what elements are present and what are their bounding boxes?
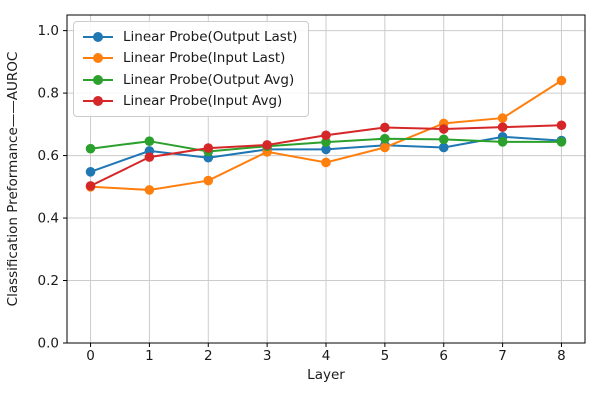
data-point-marker xyxy=(438,142,449,153)
data-point-marker xyxy=(144,185,155,195)
data-point-marker xyxy=(203,175,214,186)
data-point-marker xyxy=(438,124,449,134)
data-point-marker xyxy=(144,152,155,162)
data-point-marker xyxy=(497,137,508,147)
legend-line-marker-sample xyxy=(83,96,113,107)
data-point-marker xyxy=(85,143,96,154)
y-tick-label: 0.6 xyxy=(38,148,59,164)
y-tick-label: 0.2 xyxy=(38,273,59,289)
y-tick-label: 1.0 xyxy=(38,23,59,39)
y-tick-label: 0.0 xyxy=(38,336,59,352)
legend-line-marker-sample xyxy=(83,53,113,64)
data-point-marker xyxy=(380,142,390,153)
legend-line-marker-sample xyxy=(83,31,113,42)
x-tick-label: 6 xyxy=(439,348,448,364)
legend-item: Linear Probe(Output Avg) xyxy=(82,69,300,91)
x-tick-label: 2 xyxy=(204,348,213,364)
data-point-marker xyxy=(497,122,508,132)
x-axis-label: Layer xyxy=(307,367,345,383)
data-point-marker xyxy=(438,134,449,145)
data-point-marker xyxy=(321,137,331,147)
legend-label: Linear Probe(Input Last) xyxy=(123,50,286,67)
data-point-marker xyxy=(380,122,390,133)
legend-item: Linear Probe(Output Last) xyxy=(82,26,300,48)
y-axis-label: Classification Preformance——AUROC xyxy=(5,51,21,307)
legend-label: Linear Probe(Input Avg) xyxy=(123,93,283,110)
data-point-marker xyxy=(321,144,331,155)
data-point-marker xyxy=(497,113,508,123)
x-tick-label: 5 xyxy=(381,348,390,364)
data-point-marker xyxy=(556,75,567,86)
x-tick-label: 1 xyxy=(145,348,154,364)
legend-line-marker-sample xyxy=(83,74,113,85)
data-point-marker xyxy=(556,120,567,131)
data-point-marker xyxy=(262,140,272,150)
legend-item: Linear Probe(Input Last) xyxy=(82,48,300,70)
axes-spines xyxy=(66,14,586,344)
legend-label: Linear Probe(Output Last) xyxy=(123,28,298,45)
legend-label: Linear Probe(Output Avg) xyxy=(123,71,295,88)
legend-item: Linear Probe(Input Avg) xyxy=(82,91,300,113)
x-tick-label: 7 xyxy=(498,348,507,364)
data-point-marker xyxy=(203,143,214,153)
data-point-marker xyxy=(321,157,331,168)
y-tick-label: 0.4 xyxy=(38,211,59,227)
x-tick-label: 4 xyxy=(322,348,331,364)
x-tick-label: 3 xyxy=(263,348,272,364)
data-point-marker xyxy=(85,181,96,191)
data-point-marker xyxy=(556,137,567,147)
data-point-marker xyxy=(380,133,390,144)
x-tick-label: 8 xyxy=(557,348,566,364)
y-tick-label: 0.8 xyxy=(38,86,59,102)
data-point-marker xyxy=(144,136,155,147)
data-point-marker xyxy=(85,167,96,177)
data-point-marker xyxy=(321,130,331,141)
x-tick-label: 0 xyxy=(86,348,95,364)
legend: Linear Probe(Output Last) Linear Probe(In… xyxy=(73,21,309,117)
